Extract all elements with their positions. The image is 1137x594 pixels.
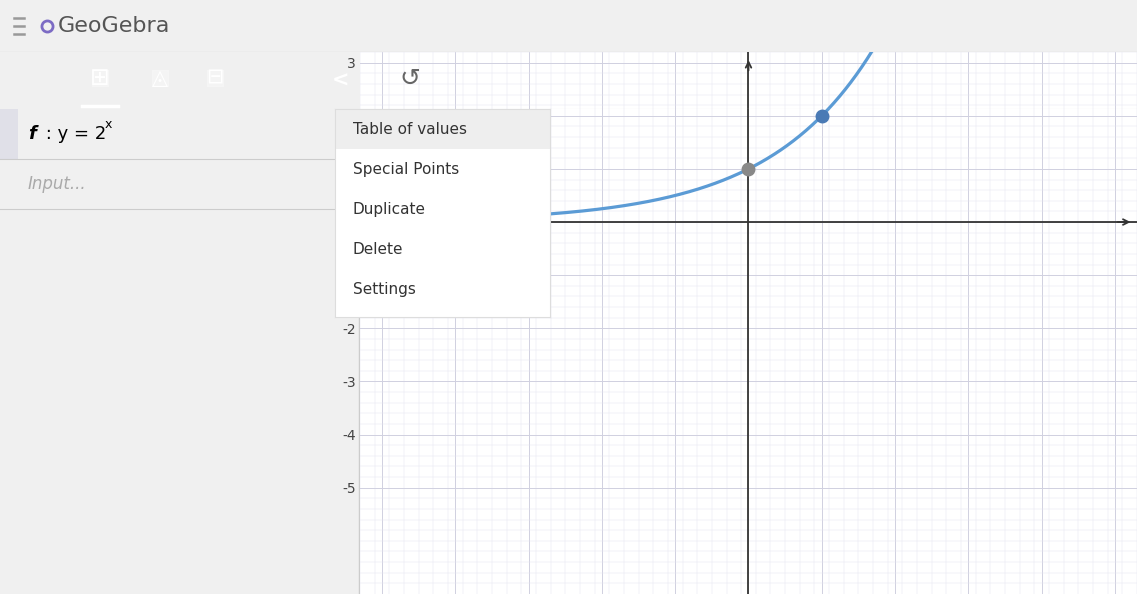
Text: ◬: ◬ bbox=[152, 68, 168, 88]
Text: x: x bbox=[105, 118, 113, 131]
Bar bbox=[335, 109, 550, 149]
Text: ⊟: ⊟ bbox=[206, 68, 224, 88]
Bar bbox=[0, 109, 18, 159]
Text: Input...: Input... bbox=[28, 175, 86, 193]
Text: GeoGebra: GeoGebra bbox=[58, 16, 171, 36]
Text: ⊞: ⊞ bbox=[90, 66, 110, 90]
Text: Special Points: Special Points bbox=[352, 162, 459, 177]
Text: Settings: Settings bbox=[352, 282, 416, 298]
Text: Delete: Delete bbox=[352, 242, 404, 257]
Text: <: < bbox=[331, 71, 349, 90]
Text: ↺: ↺ bbox=[399, 67, 421, 91]
Text: Duplicate: Duplicate bbox=[352, 203, 426, 217]
Text: f: f bbox=[28, 125, 36, 143]
Text: : y = 2: : y = 2 bbox=[40, 125, 106, 143]
Text: Table of values: Table of values bbox=[352, 122, 467, 137]
